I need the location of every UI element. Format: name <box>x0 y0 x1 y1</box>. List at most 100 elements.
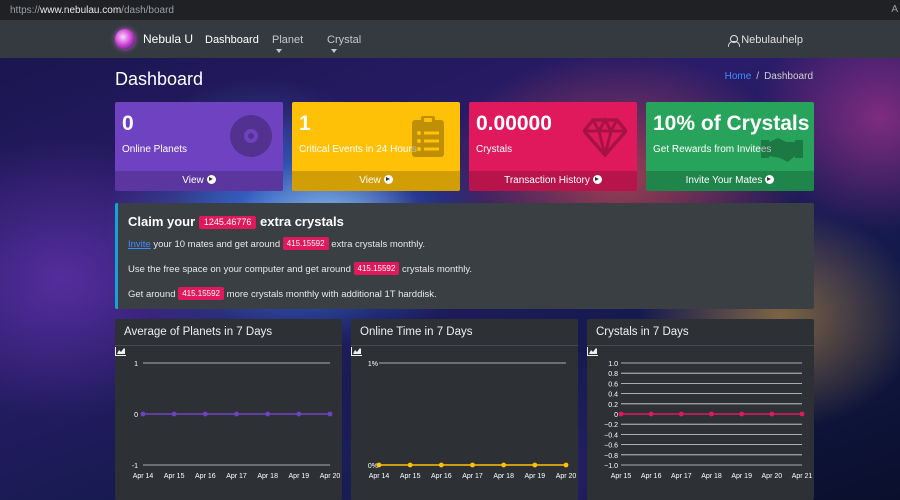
data-point[interactable] <box>678 411 684 417</box>
user-icon <box>728 34 741 47</box>
brand-link[interactable]: Nebula U <box>115 29 193 49</box>
card-action-label: View <box>182 175 204 186</box>
crystals-card: 0.00000 Crystals Transaction History <box>469 102 637 191</box>
x-tick-label: Apr 19 <box>289 473 310 480</box>
clipboard-icon <box>412 116 444 157</box>
x-tick-label: Apr 15 <box>611 473 632 480</box>
callout-text: more crystals monthly with additional 1T… <box>226 289 437 300</box>
nav-planet-label: Planet <box>272 34 304 46</box>
x-tick-label: Apr 21 <box>792 473 813 480</box>
data-point[interactable] <box>563 462 569 468</box>
online-time-line-chart: 1% 0% Apr 14 Apr 15 Apr 16 Apr 17 Apr 18 Apr 19… <box>368 361 577 480</box>
card-action-label: View <box>359 175 381 186</box>
nav-planet[interactable]: Planet <box>272 34 303 58</box>
y-tick-label: 0% <box>368 463 378 470</box>
brand-name: Nebula U <box>143 32 194 46</box>
x-tick-label: Apr 18 <box>493 473 514 480</box>
y-tick-label: 0 <box>134 412 138 419</box>
url-prefix: https:// <box>10 4 41 16</box>
data-point[interactable] <box>140 411 146 417</box>
data-point[interactable] <box>532 462 538 468</box>
data-point[interactable] <box>799 411 805 417</box>
nav-crystal-label: Crystal <box>327 34 362 46</box>
chart-title: Online Time in 7 Days <box>360 326 473 338</box>
callout-text: extra crystals monthly. <box>331 239 426 250</box>
breadcrumb-current: Dashboard <box>764 71 813 82</box>
user-name: Nebulauhelp <box>741 34 803 46</box>
breadcrumb-separator: / <box>756 71 760 82</box>
handshake-icon <box>761 138 803 162</box>
data-point[interactable] <box>618 411 624 417</box>
invite-link[interactable]: Invite <box>128 239 151 250</box>
card-label: Crystals <box>476 144 513 155</box>
breadcrumb-home[interactable]: Home <box>724 71 752 82</box>
data-point[interactable] <box>470 462 475 468</box>
y-tick-label: −0.6 <box>604 443 618 450</box>
card-value: 0 <box>122 112 134 135</box>
card-value: 0.00000 <box>476 112 552 135</box>
reader-mode-icon[interactable]: A <box>891 4 898 15</box>
gem-icon <box>583 116 627 158</box>
data-point[interactable] <box>327 411 333 417</box>
chart-title: Crystals in 7 Days <box>596 326 689 338</box>
y-tick-label: 0.6 <box>608 381 618 388</box>
page-title: Dashboard <box>115 69 204 89</box>
data-point[interactable] <box>769 411 775 417</box>
transaction-history-link[interactable]: Transaction History <box>469 171 637 191</box>
crystal-amount-badge: 415.15592 <box>282 237 329 250</box>
view-events-link[interactable]: View <box>292 171 460 191</box>
planets-line-chart: 1 0 -1 Apr 14 Apr 15 Apr 16 Apr 17 Apr 18 Apr 19… <box>132 361 341 480</box>
card-value: 1 <box>299 112 311 135</box>
x-tick-label: Apr 18 <box>701 473 722 480</box>
callout-text: your 10 mates and get around <box>153 239 281 250</box>
x-tick-label: Apr 20 <box>762 473 783 480</box>
data-point[interactable] <box>648 411 654 417</box>
chart-title: Average of Planets in 7 Days <box>124 326 273 338</box>
nav-dashboard[interactable]: Dashboard <box>205 34 259 46</box>
x-tick-label: Apr 19 <box>731 473 752 480</box>
crystal-amount-badge: 415.15592 <box>353 262 400 275</box>
x-tick-label: Apr 17 <box>226 473 247 480</box>
x-tick-label: Apr 17 <box>671 473 692 480</box>
arrow-right-circle-icon <box>592 175 602 184</box>
y-tick-label: 1.0 <box>608 361 618 368</box>
view-planets-link[interactable]: View <box>115 171 283 191</box>
data-point[interactable] <box>407 462 413 468</box>
y-tick-label: −1.0 <box>604 463 618 470</box>
data-point[interactable] <box>739 411 745 417</box>
callout-line-free-space: Use the free space on your computer and … <box>128 262 472 275</box>
x-tick-label: Apr 19 <box>525 473 546 480</box>
top-navbar: Nebula U Dashboard Planet Crystal Nebula… <box>0 21 900 58</box>
x-tick-label: Apr 16 <box>431 473 452 480</box>
planets-chart-card: Average of Planets in 7 Days 1 0 -1 Apr 14 A… <box>115 319 342 500</box>
data-point[interactable] <box>296 411 302 417</box>
user-menu[interactable]: Nebulauhelp <box>728 34 803 47</box>
data-point[interactable] <box>501 462 507 468</box>
nav-crystal[interactable]: Crystal <box>327 34 361 58</box>
disc-icon <box>230 115 272 157</box>
x-tick-label: Apr 18 <box>257 473 278 480</box>
browser-address-bar[interactable]: https://www.nebulau.com/dash/board A <box>0 0 900 21</box>
chart-header: Average of Planets in 7 Days <box>115 319 342 356</box>
data-point[interactable] <box>438 462 444 468</box>
area-chart-icon <box>351 347 362 356</box>
data-point[interactable] <box>234 411 239 417</box>
card-action-label: Transaction History <box>504 175 590 186</box>
data-point[interactable] <box>709 411 714 417</box>
card-action-label: Invite Your Mates <box>685 175 763 186</box>
callout-line-invite: Invite your 10 mates and get around 415.… <box>128 237 425 250</box>
arrow-right-circle-icon <box>206 175 216 184</box>
invite-mates-link[interactable]: Invite Your Mates <box>646 171 814 191</box>
claim-crystals-callout: Claim your 1245.46776 extra crystals Inv… <box>115 203 814 309</box>
data-point[interactable] <box>265 411 271 417</box>
x-tick-label: Apr 20 <box>556 473 577 480</box>
area-chart-icon <box>587 347 598 356</box>
data-point[interactable] <box>376 462 382 468</box>
x-tick-label: Apr 16 <box>195 473 216 480</box>
caret-down-icon <box>331 49 337 53</box>
data-point[interactable] <box>202 411 208 417</box>
callout-text: Get around <box>128 289 176 300</box>
data-point[interactable] <box>171 411 177 417</box>
online-time-chart-card: Online Time in 7 Days 1% 0% Apr 14 Apr 15 Ap… <box>351 319 578 500</box>
crystal-amount-badge: 415.15592 <box>178 287 225 300</box>
